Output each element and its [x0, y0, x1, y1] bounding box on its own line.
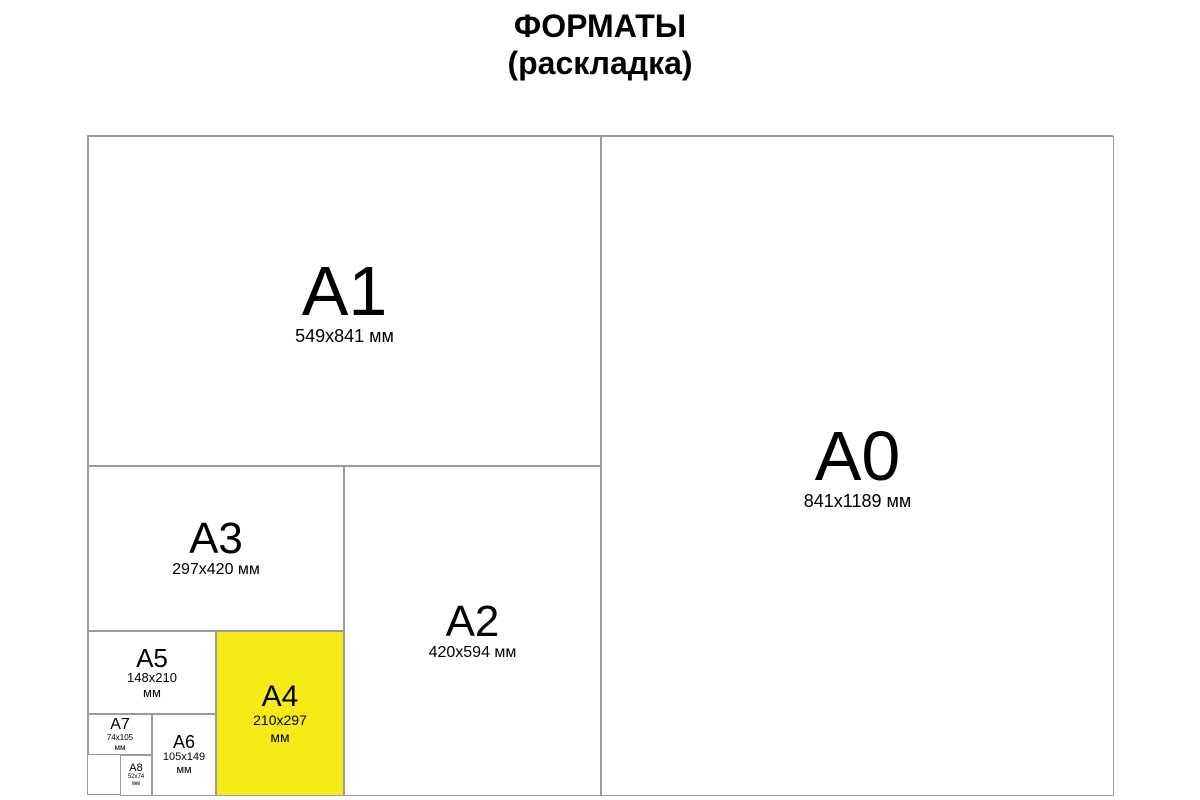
format-dimensions: 52х74 мм — [128, 774, 144, 788]
title-line1: ФОРМАТЫ — [0, 8, 1200, 45]
format-dimensions: 148х210 мм — [127, 671, 177, 701]
format-name: A3 — [189, 517, 243, 561]
format-name: A6 — [173, 733, 195, 751]
format-name: A0 — [815, 421, 901, 491]
format-box-a1: A1549х841 мм — [88, 136, 601, 466]
format-box-a6: A6105х149 мм — [152, 714, 216, 796]
paper-formats-diagram: A0841х1189 ммA1549х841 ммA2420х594 ммA32… — [87, 135, 1113, 795]
format-name: A8 — [129, 763, 142, 774]
format-dimensions: 74х105 мм — [107, 733, 133, 751]
format-name: A7 — [110, 717, 130, 733]
title-line2: (раскладка) — [0, 45, 1200, 82]
format-dimensions: 210х297 мм — [253, 712, 307, 744]
format-dimensions: 105х149 мм — [163, 751, 205, 776]
format-name: A2 — [446, 600, 500, 644]
format-box-a5: A5148х210 мм — [88, 631, 216, 714]
format-dimensions: 549х841 мм — [295, 326, 394, 347]
format-box-a0: A0841х1189 мм — [601, 136, 1114, 796]
format-name: A5 — [136, 645, 168, 671]
format-dimensions: 297х420 мм — [172, 561, 260, 579]
page-title: ФОРМАТЫ (раскладка) — [0, 0, 1200, 82]
format-box-a4: A4210х297 мм — [216, 631, 344, 796]
format-box-a8: A852х74 мм — [120, 755, 152, 796]
format-dimensions: 420х594 мм — [429, 644, 517, 662]
format-box-a2: A2420х594 мм — [344, 466, 601, 796]
format-name: A1 — [302, 256, 388, 326]
format-dimensions: 841х1189 мм — [804, 491, 912, 512]
format-name: A4 — [262, 682, 299, 712]
format-box-a7: A774х105 мм — [88, 714, 152, 755]
format-box-a3: A3297х420 мм — [88, 466, 344, 631]
